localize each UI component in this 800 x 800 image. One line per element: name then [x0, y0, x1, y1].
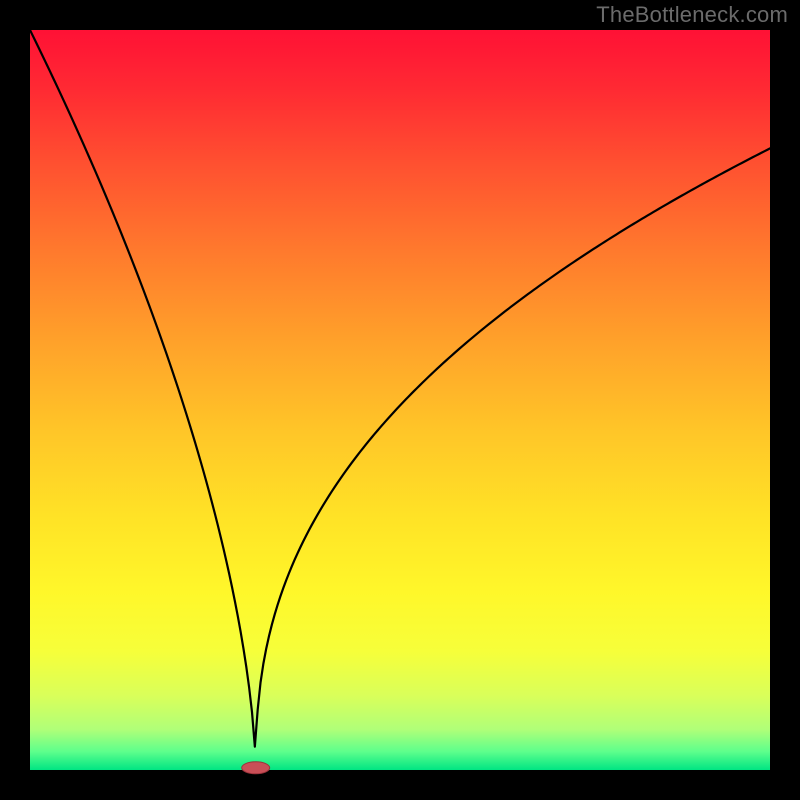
bottleneck-chart	[0, 0, 800, 800]
optimum-marker	[242, 762, 270, 774]
chart-stage: TheBottleneck.com	[0, 0, 800, 800]
watermark-text: TheBottleneck.com	[596, 2, 788, 28]
plot-background	[30, 30, 770, 770]
